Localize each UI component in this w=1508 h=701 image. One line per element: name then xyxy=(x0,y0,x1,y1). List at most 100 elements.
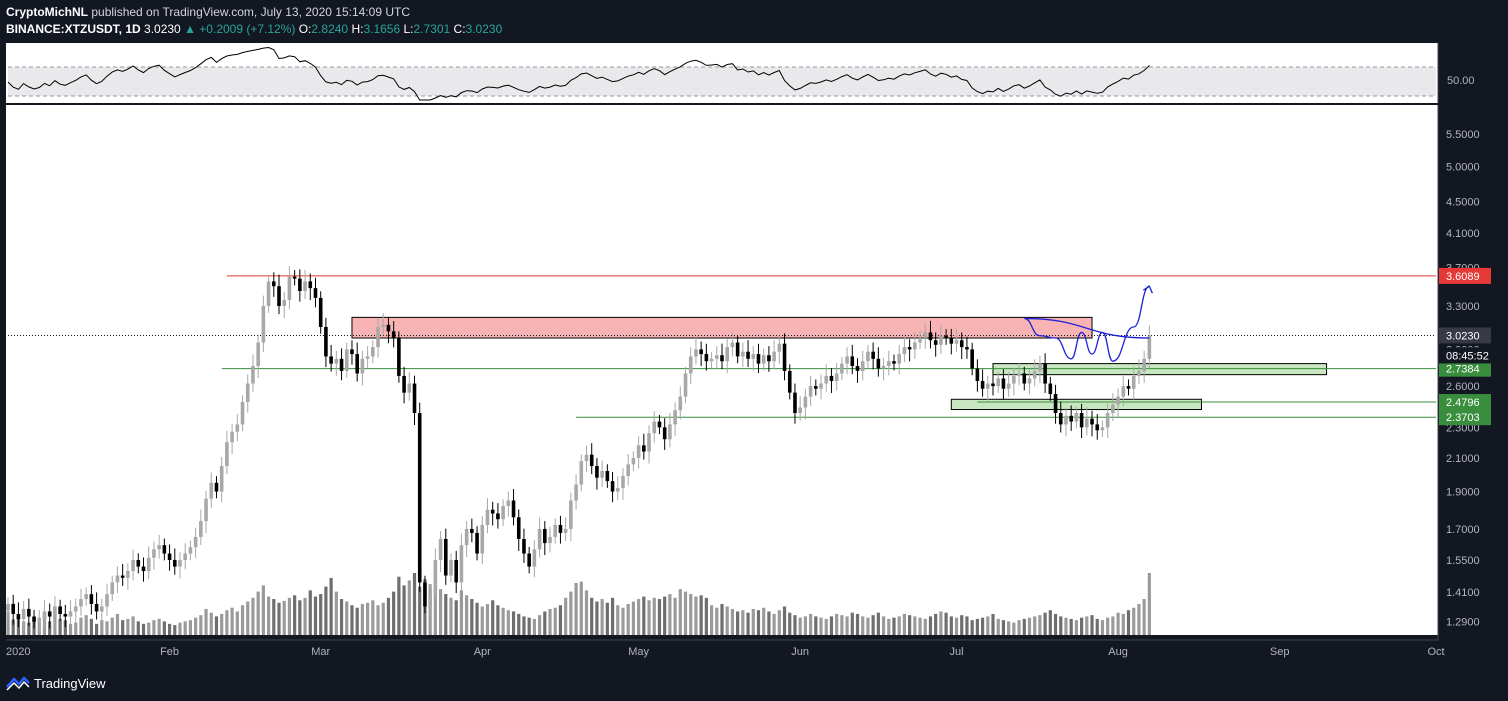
volume-bar xyxy=(1023,619,1026,635)
volume-bar xyxy=(835,614,838,635)
candle-body xyxy=(720,355,724,361)
volume-bar xyxy=(653,598,656,635)
candle-body xyxy=(32,617,36,622)
candle-body xyxy=(465,529,469,545)
volume-bar xyxy=(715,608,718,635)
candle-body xyxy=(147,558,151,571)
current-price-badge: 3.0230 xyxy=(1439,327,1491,343)
volume-bar xyxy=(851,613,854,635)
candle xyxy=(397,331,401,382)
volume-bar xyxy=(1090,615,1093,635)
tradingview-brand[interactable]: TradingView xyxy=(34,676,106,691)
volume-bar xyxy=(976,619,979,635)
volume-bar xyxy=(257,592,260,635)
volume-bar xyxy=(267,597,270,635)
candle-body xyxy=(809,386,813,397)
time-tick-label: Oct xyxy=(1427,646,1444,658)
volume-bar xyxy=(616,605,619,635)
candle-body xyxy=(246,384,250,402)
candle-body xyxy=(616,488,620,492)
volume-bar xyxy=(512,611,515,635)
volume-bar xyxy=(345,602,348,635)
volume-bar xyxy=(59,619,62,635)
candle-body xyxy=(449,560,453,576)
time-tick-label: Sep xyxy=(1270,646,1290,658)
candle-body xyxy=(157,545,161,549)
candle-body xyxy=(918,338,922,343)
candle-body xyxy=(559,525,563,533)
candle-body xyxy=(225,442,229,466)
candle-body xyxy=(501,506,505,519)
candle-body xyxy=(402,376,406,393)
candle-body xyxy=(241,402,245,424)
candle-body xyxy=(230,432,234,443)
candle-body xyxy=(209,483,213,499)
candle-body xyxy=(710,359,714,361)
volume-bar xyxy=(783,606,786,635)
candle-body xyxy=(944,336,948,338)
candle-body xyxy=(950,338,954,344)
volume-bar xyxy=(1012,623,1015,635)
volume-bar xyxy=(298,600,301,635)
time-axis[interactable]: 2020 Feb Mar Apr May Jun Jul Aug Sep Oct xyxy=(6,646,1445,658)
candle-body xyxy=(663,427,667,439)
candle-body xyxy=(444,539,448,576)
volume-bar xyxy=(465,595,468,635)
candle-body xyxy=(1121,386,1125,397)
candle-body xyxy=(194,537,198,547)
candle-body xyxy=(460,545,464,582)
candle-body xyxy=(303,281,307,291)
volume-bar xyxy=(376,605,379,635)
price-axis[interactable]: 5.50005.00004.50004.10003.70003.30002.90… xyxy=(1446,129,1480,628)
candle-body xyxy=(814,386,818,389)
volume-bar xyxy=(548,609,551,635)
volume-bar xyxy=(199,615,202,635)
price-tick-label: 4.5000 xyxy=(1446,197,1480,209)
volume-bar xyxy=(361,604,364,635)
volume-bar xyxy=(720,604,723,635)
candle-body xyxy=(381,325,385,327)
candle-body xyxy=(173,560,177,567)
candle-body xyxy=(658,422,662,428)
candle-body xyxy=(856,366,860,371)
volume-bar xyxy=(809,614,812,635)
candle-body xyxy=(746,352,750,359)
candle-body xyxy=(178,560,182,567)
candle-body xyxy=(340,359,344,371)
volume-bar xyxy=(913,616,916,635)
countdown-badge: 08:45:52 xyxy=(1439,347,1491,363)
candle-body xyxy=(105,594,109,606)
candle-body xyxy=(267,281,271,306)
candle-body xyxy=(298,279,302,291)
volume-bar xyxy=(340,599,343,635)
candle-body xyxy=(679,397,683,411)
time-tick-label: May xyxy=(628,646,649,658)
candle-body xyxy=(90,594,94,604)
volume-bar xyxy=(111,618,114,635)
candle-body xyxy=(939,336,943,345)
volume-bar xyxy=(460,590,463,635)
support-badge-text: 2.4796 xyxy=(1446,397,1480,409)
support-badge-text: 2.3703 xyxy=(1446,412,1480,424)
volume-bar xyxy=(767,611,770,635)
candle-body xyxy=(470,529,474,533)
candle-body xyxy=(533,549,537,566)
candle-body xyxy=(272,281,276,286)
candle-body xyxy=(392,331,396,338)
volume-bar xyxy=(194,618,197,635)
candle-body xyxy=(387,325,391,332)
candle-body xyxy=(1028,378,1032,383)
candle-body xyxy=(897,354,901,364)
volume-bar xyxy=(173,625,176,635)
candle-body xyxy=(11,604,15,614)
volume-bar xyxy=(1044,613,1047,635)
candle-body xyxy=(1132,376,1136,389)
candle-body xyxy=(454,560,458,582)
candle-body xyxy=(335,359,339,364)
volume-bar xyxy=(1049,610,1052,635)
candle-body xyxy=(793,393,797,413)
volume-bar xyxy=(585,590,588,635)
volume-bar xyxy=(277,603,280,635)
support-badge: 2.3703 xyxy=(1439,409,1491,425)
